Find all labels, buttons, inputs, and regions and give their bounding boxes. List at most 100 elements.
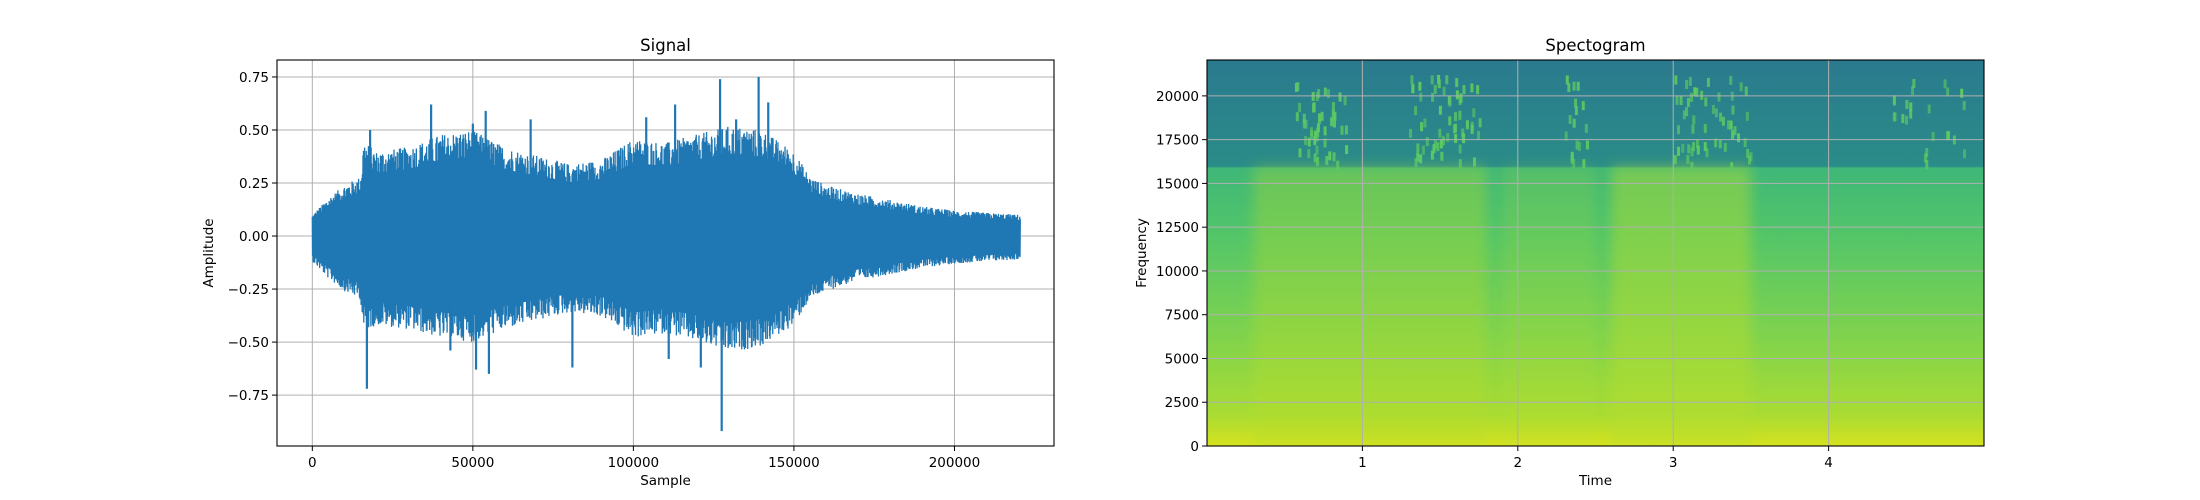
spectrogram-y-tick-label: 17500 xyxy=(1156,133,1199,149)
spectrogram-speckle xyxy=(1924,153,1928,163)
spectrogram-speckle xyxy=(1455,78,1459,88)
spectrogram-speckle xyxy=(1313,136,1317,146)
spectrogram-speckle xyxy=(1749,152,1753,162)
spectrogram-speckle xyxy=(1931,132,1935,142)
spectrogram-speckle xyxy=(1470,124,1474,134)
spectrogram-bright-region xyxy=(1502,165,1596,446)
spectrogram-speckle xyxy=(1892,95,1896,105)
signal-y-ticks: −0.75 −0.50 −0.25 0.00 0.25 0.50 0.75 xyxy=(228,70,277,404)
spectrogram-speckle xyxy=(1677,125,1681,135)
spectrogram-speckle xyxy=(1414,157,1418,167)
spectrogram-speckle xyxy=(1737,133,1741,143)
spectrogram-speckle xyxy=(1304,119,1308,129)
spectrogram-speckle xyxy=(1912,78,1916,88)
spectrogram-speckle xyxy=(1700,90,1704,100)
spectrogram-speckle xyxy=(1313,153,1317,163)
spectrogram-speckle xyxy=(1962,149,1966,159)
spectrogram-speckle xyxy=(1739,82,1743,92)
spectrogram-speckle xyxy=(1431,92,1435,102)
spectrogram-speckle xyxy=(1584,123,1588,133)
spectrogram-y-tick-label: 12500 xyxy=(1156,220,1199,236)
spectrogram-speckle xyxy=(1705,148,1709,158)
spectrogram-speckle xyxy=(1476,85,1480,95)
spectrogram-speckle xyxy=(1692,115,1696,125)
signal-waveform xyxy=(311,76,1021,432)
spectrogram-speckle xyxy=(1690,92,1694,102)
spectrogram-bright-region xyxy=(1253,165,1487,446)
spectrogram-speckle xyxy=(1313,130,1317,140)
spectrogram-speckle xyxy=(1570,154,1574,164)
spectrogram-speckle xyxy=(1673,155,1677,165)
spectrogram-speckle xyxy=(1704,97,1708,107)
spectrogram-speckle xyxy=(1446,133,1450,143)
spectrogram-speckle xyxy=(1315,145,1319,155)
spectrogram-speckle xyxy=(1331,109,1335,119)
signal-y-axis-label: Amplitude xyxy=(201,218,217,287)
spectrogram-speckle xyxy=(1433,84,1437,94)
spectrogram-speckle xyxy=(1572,118,1576,128)
spectrogram-speckle xyxy=(1433,139,1437,149)
spectrogram-speckle xyxy=(1458,144,1462,154)
spectrogram-grid xyxy=(1207,60,1984,446)
spectrogram-speckle xyxy=(1307,149,1311,159)
spectrogram-speckle xyxy=(1721,116,1725,126)
spectrogram-speckle xyxy=(1331,102,1335,112)
spectrogram-y-tick-label: 10000 xyxy=(1156,264,1199,280)
spectrogram-speckle xyxy=(1686,154,1690,164)
spectrogram-speckle xyxy=(1925,148,1929,158)
spectrogram-speckle xyxy=(1746,148,1750,158)
spectrogram-y-ticks: 0 2500 5000 7500 10000 12500 15000 17500 20000 xyxy=(1156,89,1207,455)
signal-x-tick-label: 50000 xyxy=(451,455,494,471)
spectrogram-speckle xyxy=(1695,87,1699,97)
spectrogram-speckle xyxy=(1687,144,1691,154)
spectrogram-x-tick-label: 4 xyxy=(1824,455,1833,471)
spectrogram-speckle xyxy=(1568,114,1572,124)
spectrogram-speckle xyxy=(1909,102,1913,112)
signal-axes-frame xyxy=(276,59,1055,447)
spectrogram-speckle xyxy=(1316,123,1320,133)
spectrogram-speckle xyxy=(1576,81,1580,91)
spectrogram-speckle xyxy=(1333,111,1337,121)
spectrogram-speckle xyxy=(1316,127,1320,137)
spectrogram-speckle xyxy=(1747,155,1751,165)
spectrogram-y-axis-label: Frequency xyxy=(1134,218,1150,288)
spectrogram-speckle xyxy=(1478,118,1482,128)
signal-x-tick-label: 150000 xyxy=(768,455,820,471)
spectrogram-speckle xyxy=(1323,87,1327,97)
spectrogram-x-axis-label: Time xyxy=(1578,473,1612,489)
signal-x-ticks: 0 50000 100000 150000 200000 xyxy=(308,446,980,471)
spectrogram-speckle xyxy=(1462,85,1466,95)
spectrogram-speckle xyxy=(1430,150,1434,160)
signal-y-tick-label: 0.50 xyxy=(239,123,269,139)
spectrogram-speckle xyxy=(1414,106,1418,116)
spectrogram-x-tick-label: 2 xyxy=(1514,455,1523,471)
spectrogram-speckle xyxy=(1960,88,1964,98)
spectrogram-speckle xyxy=(1677,146,1681,156)
spectrogram-speckle xyxy=(1731,105,1735,115)
spectrogram-speckle xyxy=(1416,143,1420,153)
spectrogram-speckle xyxy=(1946,87,1950,97)
spectrogram-speckle xyxy=(1458,159,1462,169)
signal-x-axis-label: Sample xyxy=(640,473,691,489)
spectrogram-speckle xyxy=(1585,140,1589,150)
spectrogram-speckle xyxy=(1440,151,1444,161)
spectrogram-speckle xyxy=(1706,77,1710,87)
spectrogram-speckle xyxy=(1430,75,1434,85)
spectrogram-speckle xyxy=(1345,145,1349,155)
spectrogram-x-ticks: 1 2 3 4 xyxy=(1358,446,1833,471)
spectrogram-speckle xyxy=(1911,85,1915,95)
spectrogram-speckle xyxy=(1445,75,1449,85)
spectrogram-speckle xyxy=(1458,110,1462,120)
spectrogram-axes-frame xyxy=(1206,59,1985,447)
spectrogram-speckle xyxy=(1409,128,1413,138)
spectrogram-y-tick-label: 0 xyxy=(1190,439,1199,455)
spectrogram-speckle xyxy=(1420,122,1424,132)
spectrogram-speckle xyxy=(1714,138,1718,148)
spectrogram-speckle xyxy=(1470,83,1474,93)
spectrogram-speckle xyxy=(1692,142,1696,152)
spectrogram-speckle xyxy=(1432,144,1436,154)
spectrogram-speckle xyxy=(1437,79,1441,89)
spectrogram-speckle xyxy=(1703,142,1707,152)
spectrogram-speckle xyxy=(1320,111,1324,121)
